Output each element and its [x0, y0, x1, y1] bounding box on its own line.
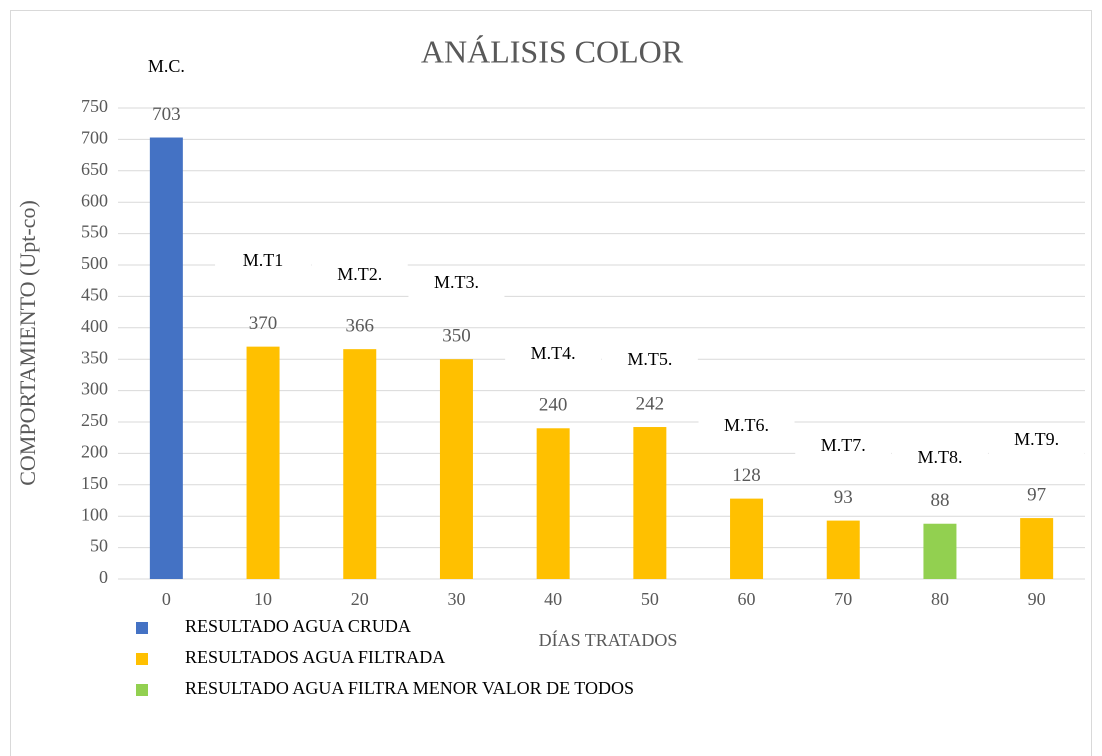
x-tick-label: 30	[447, 589, 465, 609]
y-tick-label: 100	[81, 504, 108, 524]
x-tick-label: 50	[641, 589, 659, 609]
y-tick-label: 0	[99, 567, 108, 587]
legend-swatch	[136, 653, 148, 665]
legend-label: RESULTADO AGUA FILTRA MENOR VALOR DE TOD…	[185, 678, 634, 698]
data-label: 366	[346, 316, 375, 337]
data-label: 242	[636, 393, 665, 414]
x-tick-label: 60	[738, 589, 756, 609]
legend-swatch	[136, 684, 148, 696]
x-tick-label: 80	[931, 589, 949, 609]
annotation: M.C.	[148, 56, 185, 76]
y-tick-label: 200	[81, 442, 108, 462]
y-tick-label: 150	[81, 473, 108, 493]
data-label: 703	[152, 104, 181, 125]
annotation: M.T2.	[337, 264, 382, 284]
annotation-background	[601, 346, 698, 376]
y-tick-label: 250	[81, 410, 108, 430]
annotation-background	[795, 432, 892, 462]
data-label: 97	[1027, 484, 1046, 505]
annotation: M.T5.	[627, 349, 672, 369]
data-label: 93	[834, 487, 853, 508]
annotation-background	[118, 53, 215, 83]
x-tick-label: 0	[162, 589, 171, 609]
bar	[633, 427, 667, 579]
annotation-background	[311, 261, 408, 291]
y-axis-label: COMPORTAMIENTO (Upt-co)	[15, 200, 40, 486]
bar	[1020, 518, 1054, 579]
x-tick-label: 10	[254, 589, 272, 609]
annotation: M.T1	[243, 250, 284, 270]
data-label: 350	[442, 326, 471, 347]
y-tick-label: 50	[90, 536, 108, 556]
x-tick-label: 90	[1028, 589, 1046, 609]
y-tick-label: 700	[81, 128, 108, 148]
legend-label: RESULTADO AGUA CRUDA	[185, 616, 411, 636]
annotation: M.T3.	[434, 272, 479, 292]
annotation-background	[215, 247, 312, 277]
y-tick-label: 750	[81, 96, 108, 116]
y-tick-label: 450	[81, 285, 108, 305]
annotation: M.T4.	[531, 343, 576, 363]
annotation-background	[505, 340, 602, 370]
y-tick-label: 650	[81, 159, 108, 179]
annotation: M.T9.	[1014, 429, 1059, 449]
bar	[343, 349, 377, 579]
annotation-background	[988, 426, 1085, 456]
x-tick-label: 70	[834, 589, 852, 609]
x-tick-label: 40	[544, 589, 562, 609]
y-tick-label: 600	[81, 190, 108, 210]
x-tick-label: 20	[351, 589, 369, 609]
chart-title: ANÁLISIS COLOR	[421, 33, 684, 69]
annotation: M.T8.	[917, 447, 962, 467]
bar	[826, 520, 860, 579]
bar	[439, 359, 473, 579]
data-label: 370	[249, 313, 278, 334]
bar	[923, 523, 957, 579]
data-label: 240	[539, 395, 568, 416]
y-tick-label: 300	[81, 379, 108, 399]
annotation: M.T7.	[821, 435, 866, 455]
y-tick-label: 350	[81, 347, 108, 367]
bar	[149, 137, 183, 580]
legend-swatch	[136, 622, 148, 634]
bar	[536, 428, 570, 579]
annotation-background	[891, 444, 988, 474]
y-tick-label: 500	[81, 253, 108, 273]
bar	[246, 346, 280, 579]
legend-label: RESULTADOS AGUA FILTRADA	[185, 647, 445, 667]
annotation: M.T6.	[724, 415, 769, 435]
x-axis-label: DÍAS TRATADOS	[539, 629, 678, 650]
bar	[730, 498, 764, 579]
annotation-background	[698, 412, 795, 442]
data-label: 88	[930, 490, 949, 511]
data-label: 128	[732, 465, 761, 486]
chart-border	[10, 10, 1092, 756]
annotation-background	[408, 269, 505, 299]
y-tick-label: 550	[81, 222, 108, 242]
y-tick-label: 400	[81, 316, 108, 336]
